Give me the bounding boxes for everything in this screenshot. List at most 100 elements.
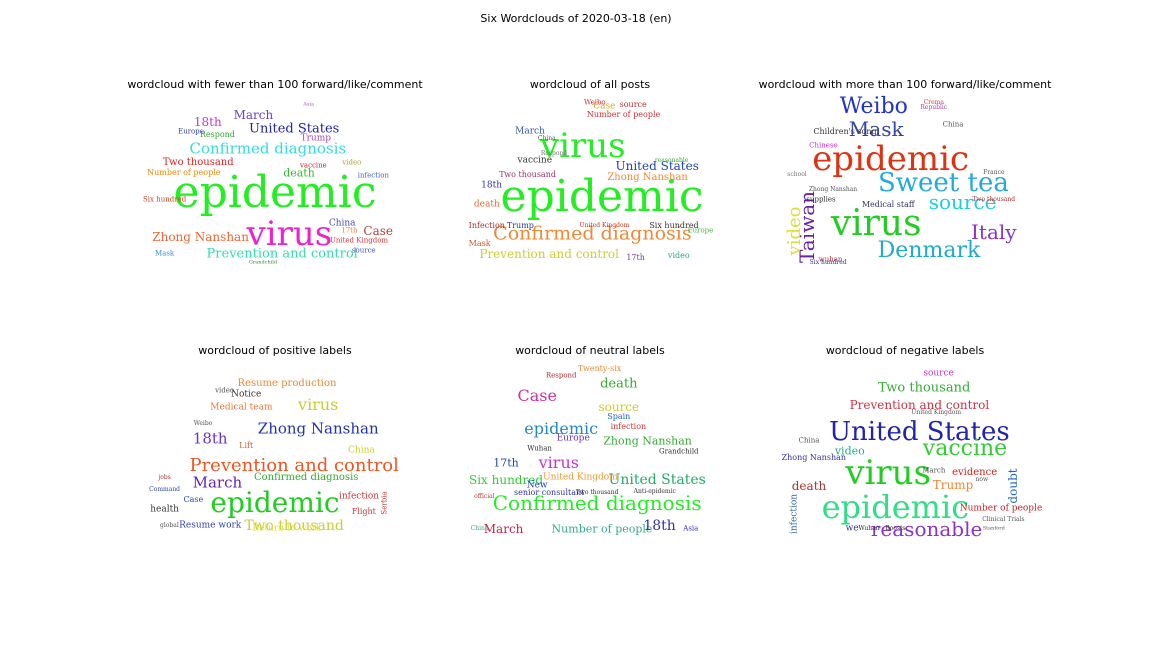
wordcloud-word: Six hundred: [809, 258, 847, 266]
wordcloud-word: epidemic: [500, 170, 704, 222]
panel-title: wordcloud of negative labels: [825, 344, 985, 357]
wordcloud-word: 17th: [626, 252, 645, 262]
wordcloud-word: Italy: [971, 220, 1017, 245]
wordcloud-word: video: [834, 444, 865, 458]
wordcloud-word: Trump: [506, 220, 534, 230]
wordcloud-word: Sweet tea: [877, 168, 1009, 198]
wordcloud-word: Number of people: [586, 110, 661, 119]
wordcloud-word: infection: [789, 493, 800, 534]
wordcloud-panel-all-posts: wordcloud of all posts epidemic virus Conf…: [468, 78, 714, 268]
wordcloud-word: Weibo: [839, 93, 908, 119]
wordcloud-word: Infection: [468, 220, 505, 230]
wordcloud-panel-fewer-than-100: wordcloud with fewer than 100 forward/li…: [127, 78, 422, 268]
wordcloud-word: New: [526, 480, 548, 491]
wordcloud-word: vaccine: [517, 155, 553, 166]
wordcloud-word: Number of people: [551, 522, 653, 536]
wordcloud-panel-negative: wordcloud of negative labels United Stat…: [782, 344, 1043, 539]
wordcloud-word: United Kingdom: [329, 236, 389, 245]
wordcloud-word: Zhong Nanshan: [152, 230, 249, 245]
wordcloud-word: 17th: [493, 456, 519, 470]
wordcloud-word: United Kingdom: [911, 409, 962, 417]
wordcloud-word: Stanford: [982, 525, 1005, 532]
wordcloud-word: Zhong Nanshan: [603, 434, 692, 447]
wordcloud-word: Children's song: [813, 127, 877, 136]
wordcloud-word: Zhong Nanshan: [808, 185, 858, 193]
wordcloud-word: Six hundred: [143, 195, 187, 204]
wordcloud-word: video: [667, 251, 690, 261]
wordcloud-word: Trump: [300, 133, 331, 144]
wordcloud-word: Mask: [155, 249, 175, 258]
wordcloud-word: video: [342, 158, 362, 167]
wordcloud-word: doubt: [1006, 468, 1020, 504]
wordcloud-word: infection: [357, 171, 389, 180]
wordcloud-word: Prevention and control: [479, 247, 619, 262]
wordcloud-word: virus: [539, 125, 626, 166]
wordcloud-word: school: [787, 170, 807, 178]
wordcloud-word: Two thousand: [878, 380, 971, 396]
wordcloud-word: Case: [517, 386, 557, 406]
wordcloud-word: Europe: [556, 433, 590, 444]
wordcloud-word: Six hundred: [649, 220, 699, 230]
wordcloud-word: health: [150, 504, 179, 515]
wordcloud-word: Respond: [540, 150, 568, 158]
wordcloud-word: epidemic: [821, 487, 970, 526]
wordcloud-word: Zhong Nanshan: [257, 419, 379, 438]
wordcloud-word: United States: [608, 471, 706, 488]
wordcloud-word: Number of people: [959, 503, 1043, 513]
wordcloud-word: death: [791, 479, 827, 494]
panel-title: wordcloud of positive labels: [198, 344, 352, 357]
wordcloud-word: epidemic: [173, 167, 377, 219]
wordcloud-word: Republic: [920, 104, 948, 112]
wordcloud-word: infection: [338, 491, 380, 502]
wordcloud-word: China: [798, 436, 820, 444]
wordcloud-word: Notice: [231, 389, 262, 400]
wordcloud-word: senior consultant: [514, 488, 585, 498]
wordcloud-word: United States: [249, 121, 340, 137]
wordcloud-word: video: [215, 386, 235, 395]
wordcloud-word: source: [928, 189, 997, 214]
wordcloud-word: 18th: [193, 114, 222, 129]
figure-title: Six Wordclouds of 2020-03-18 (en): [480, 12, 672, 25]
wordcloud-word: Grandchild: [659, 447, 699, 456]
wordcloud-word: Boosts: [885, 524, 906, 532]
wordcloud-word: vaccine: [299, 161, 327, 170]
wordcloud-word: 18th: [643, 517, 676, 534]
wordcloud-word: Resume work: [179, 520, 242, 530]
wordcloud: epidemic Prevention and control Zhong Nans…: [149, 364, 399, 534]
wordcloud-word: Two thousand: [972, 196, 1016, 203]
wordcloud-word: supplies: [806, 195, 836, 204]
wordcloud-word: Prevention and control: [206, 246, 358, 262]
wordcloud-word: Clinical Trials: [982, 516, 1025, 524]
wordcloud-word: Crema: [923, 99, 944, 107]
wordcloud-word: China: [537, 134, 556, 142]
wordcloud: epidemic virus Confirmed diagnosis United S…: [143, 98, 395, 268]
wordcloud-word: Respond: [199, 130, 235, 140]
wordcloud-word: Asia: [303, 101, 314, 108]
wordcloud-word: Spain: [607, 411, 631, 421]
wordcloud-word: 18th: [481, 180, 503, 191]
wordcloud-word: official: [474, 492, 495, 500]
wordcloud-word: Trump: [932, 477, 974, 492]
wordcloud: United States virus epidemic vaccine reasona…: [782, 364, 1043, 539]
wordcloud: epidemic virus Sweet tea Weibo Mask source Den…: [784, 93, 1025, 268]
wordcloud-word: Asia: [683, 524, 699, 533]
wordcloud-word: Case: [183, 495, 204, 504]
panel-title: wordcloud of all posts: [529, 78, 651, 91]
wordcloud: epidemic virus Confirmed diagnosis United S…: [468, 98, 714, 268]
wordcloud-word: Two thousand: [162, 156, 234, 168]
wordcloud-word: United Kingdom: [543, 472, 618, 483]
wordcloud-word: Weibo: [193, 419, 213, 427]
wordcloud-word: reasonable: [870, 516, 983, 541]
wordcloud-word: Europe: [687, 226, 714, 235]
wordcloud-word: Case: [363, 223, 393, 238]
wordcloud-word: Mask: [848, 116, 904, 141]
wordcloud-word: evidence: [952, 466, 998, 478]
wordcloud-word: Chinese: [809, 141, 838, 150]
wordcloud-word: Command: [149, 485, 181, 493]
wordcloud-word: Six hundred: [468, 472, 544, 487]
wordcloud-word: Zhong Nanshan: [607, 171, 688, 183]
wordcloud-word: source: [923, 368, 954, 379]
wordcloud-word: death: [600, 376, 638, 392]
wordcloud-word: China: [942, 120, 964, 129]
wordcloud-word: virus: [830, 202, 922, 244]
